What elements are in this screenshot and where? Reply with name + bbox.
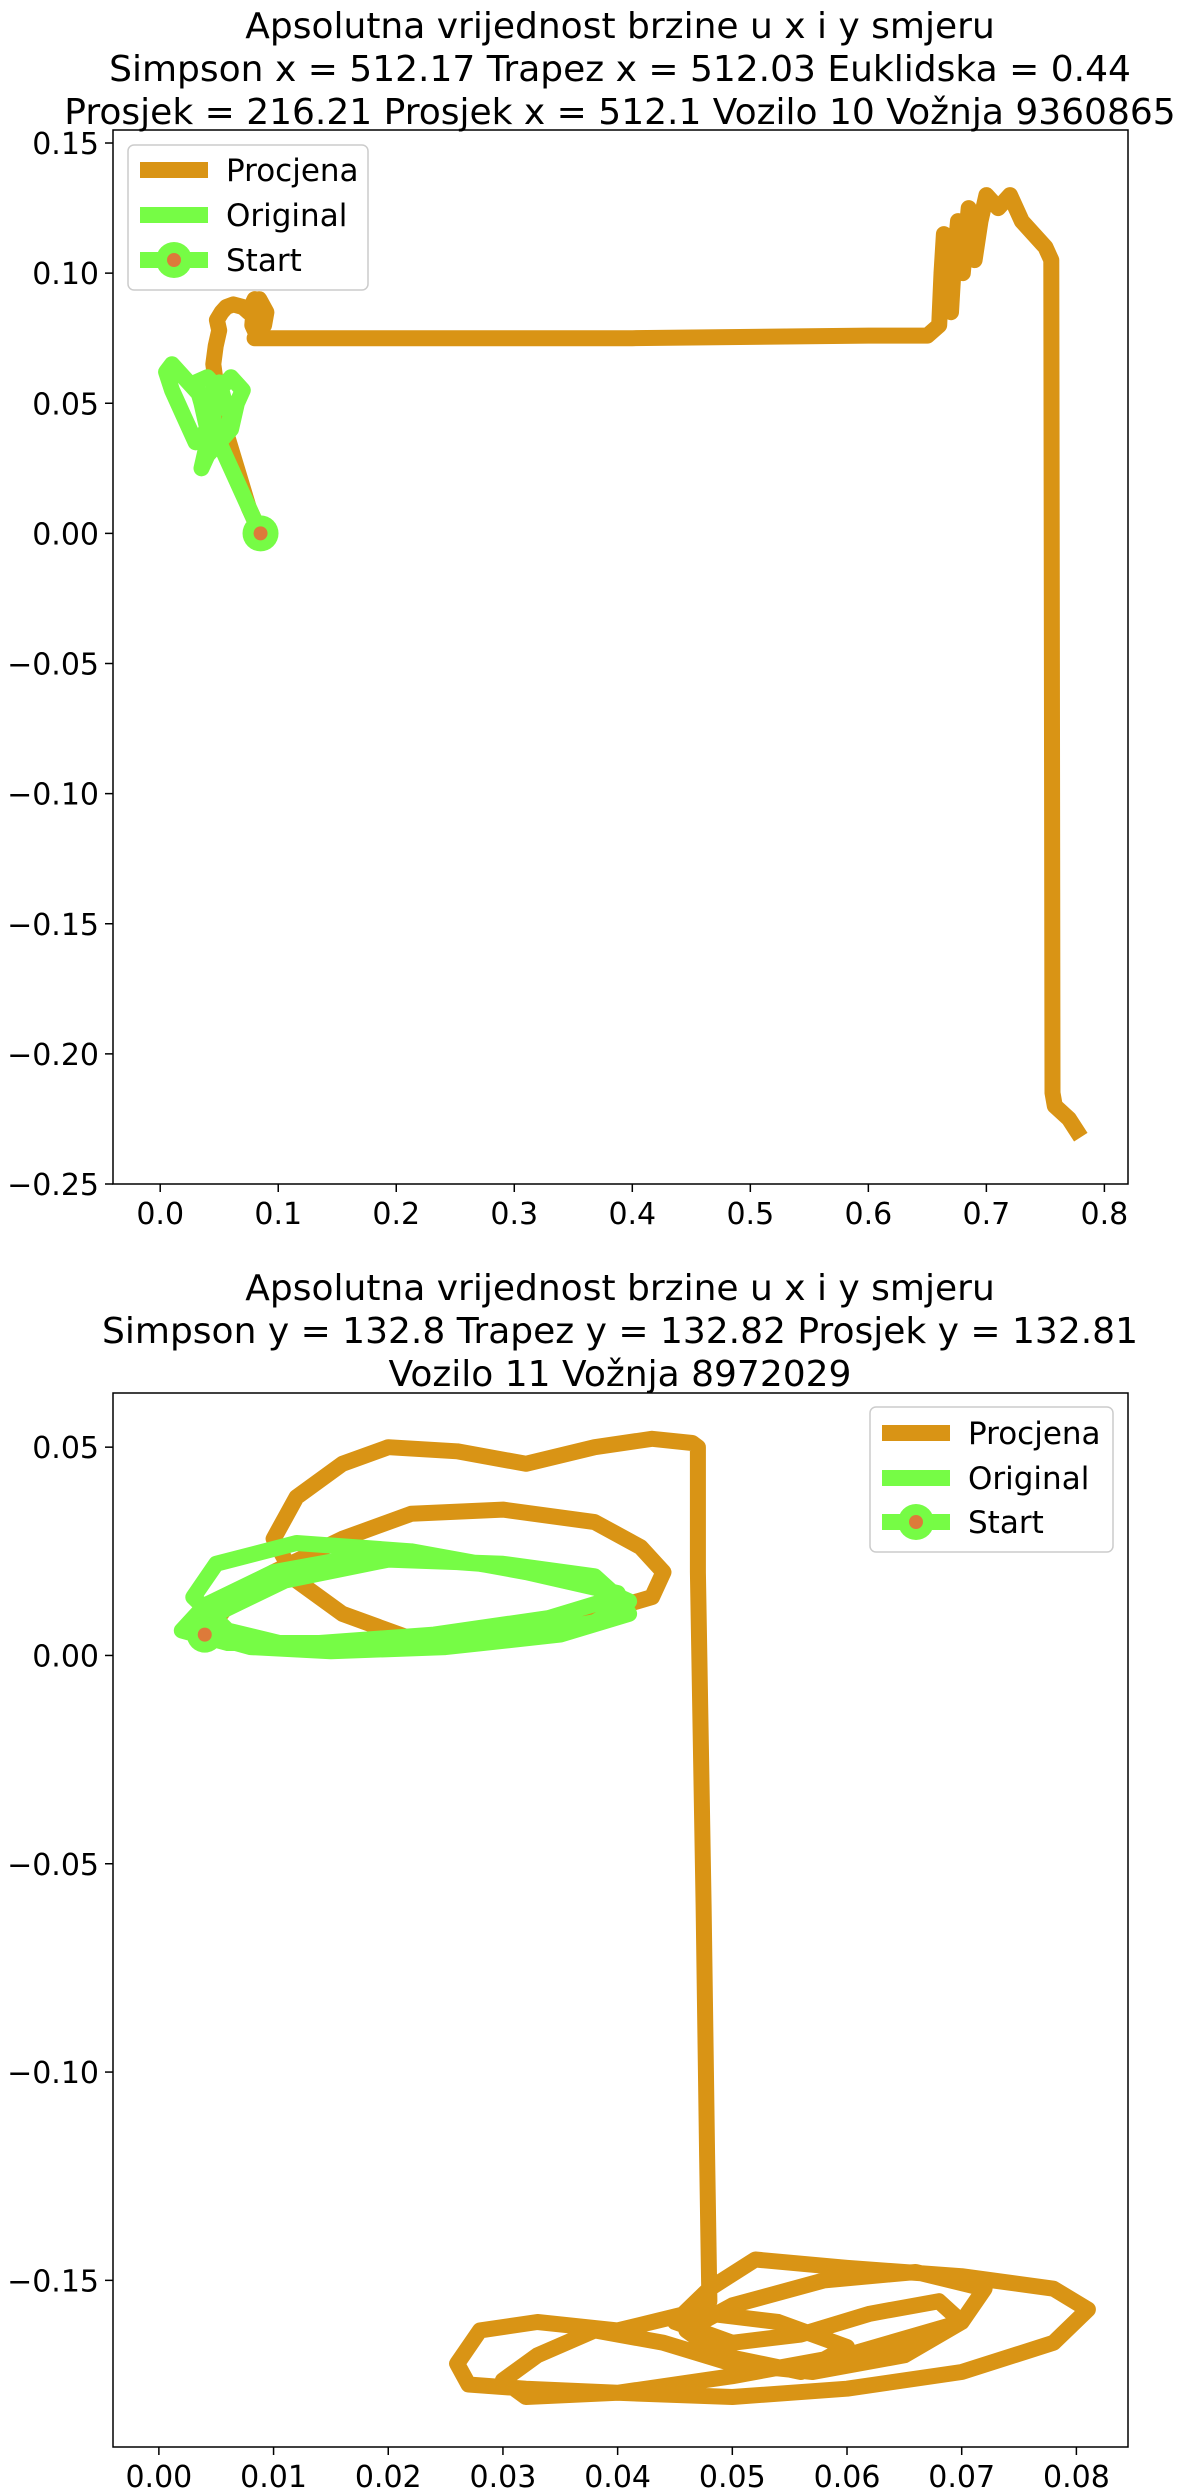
chart-1-x-tick-label-7: 0.7 (963, 1197, 1011, 1232)
chart-2-series (173, 1430, 1096, 2405)
chart-2-y-tick-label-1: 0.00 (32, 1639, 99, 1674)
chart-2-x-tick-label-5: 0.05 (699, 2460, 766, 2490)
chart-2-x-tick-label-6: 0.06 (814, 2460, 881, 2490)
chart-2-y-tick-label-4: −0.15 (7, 2264, 99, 2299)
chart-1-series-procjena (205, 187, 1088, 1142)
chart-1-y-tick-label-1: 0.10 (32, 257, 99, 292)
chart-1-y-tick-label-2: 0.05 (32, 387, 99, 422)
chart-2-x-tick-label-7: 0.07 (928, 2460, 995, 2490)
chart-1-x-tick-label-4: 0.4 (608, 1197, 656, 1232)
chart-1-legend-label-start: Start (226, 243, 302, 279)
chart-1-y-tick-label-0: 0.15 (32, 127, 99, 162)
chart-2-legend-label-procjena: Procjena (968, 1416, 1101, 1452)
chart-2-title-line-1: Apsolutna vrijednost brzine u x i y smje… (245, 1268, 995, 1309)
chart-2-y-tick-label-2: −0.05 (7, 1848, 99, 1883)
chart-2-y-tick-label-3: −0.10 (7, 2056, 99, 2091)
chart-2-series-original (173, 1535, 638, 1660)
chart-1-ticks: 0.0 0.1 0.2 0.3 0.4 0.5 0.6 0.7 0.8 0.15 0.10 0.05 0… (7, 127, 1128, 1232)
chart-1-y-tick-label-7: −0.20 (7, 1038, 99, 1073)
chart-2-x-tick-label-8: 0.08 (1043, 2460, 1110, 2490)
chart-2-legend-swatch-start-dot (909, 1515, 923, 1529)
chart-2-start-dot (197, 1627, 212, 1642)
chart-2-legend-label-start: Start (968, 1505, 1044, 1541)
chart-1-y-tick-label-3: 0.00 (32, 517, 99, 552)
chart-1-plot-frame (112, 129, 1129, 1185)
chart-1-x-tick-label-6: 0.6 (844, 1197, 892, 1232)
chart-1-x-tick-label-3: 0.3 (490, 1197, 538, 1232)
chart-1-y-tick-label-4: −0.05 (7, 648, 99, 683)
chart-2-title-line-2: Simpson y = 132.8 Trapez y = 132.82 Pros… (102, 1311, 1138, 1352)
chart-2-ticks: 0.00 0.01 0.02 0.03 0.04 0.05 0.06 0.07 0.08 0.05… (7, 1431, 1110, 2490)
chart-2-legend: Procjena Original Start (869, 1406, 1114, 1553)
chart-2-x-tick-label-3: 0.03 (470, 2460, 537, 2490)
chart-2: Apsolutna vrijednost brzine u x i y smje… (7, 1268, 1138, 2490)
chart-2-x-tick-label-2: 0.02 (355, 2460, 422, 2490)
chart-1-x-tick-label-1: 0.1 (254, 1197, 302, 1232)
chart-1-title-line-2: Simpson x = 512.17 Trapez x = 512.03 Euk… (109, 49, 1131, 90)
chart-2-legend-label-original: Original (968, 1461, 1089, 1497)
chart-1-title-line-1: Apsolutna vrijednost brzine u x i y smje… (245, 6, 995, 47)
chart-2-title-line-3: Vozilo 11 Vožnja 8972029 (389, 1354, 852, 1395)
chart-1-title-line-3: Prosjek = 216.21 Prosjek x = 512.1 Vozil… (64, 92, 1175, 133)
chart-1-legend-label-procjena: Procjena (226, 153, 359, 189)
chart-1: Apsolutna vrijednost brzine u x i y smje… (7, 6, 1176, 1232)
chart-2-y-tick-label-0: 0.05 (32, 1431, 99, 1466)
chart-2-x-tick-label-1: 0.01 (240, 2460, 307, 2490)
chart-1-x-tick-label-8: 0.8 (1081, 1197, 1129, 1232)
chart-1-x-tick-label-2: 0.2 (372, 1197, 420, 1232)
chart-2-plot-frame (112, 1392, 1129, 2448)
chart-1-y-tick-label-5: −0.10 (7, 778, 99, 813)
chart-1-x-tick-label-0: 0.0 (136, 1197, 184, 1232)
chart-1-y-tick-label-8: −0.25 (7, 1168, 99, 1203)
chart-1-series (158, 187, 1088, 1142)
chart-2-x-tick-label-4: 0.04 (584, 2460, 651, 2490)
chart-1-start-dot (253, 526, 268, 541)
chart-1-y-tick-label-6: −0.15 (7, 908, 99, 943)
chart-1-legend-swatch-start-dot (167, 253, 181, 267)
chart-1-x-tick-label-5: 0.5 (726, 1197, 774, 1232)
chart-1-legend-label-original: Original (226, 198, 347, 234)
chart-2-x-tick-label-0: 0.00 (125, 2460, 192, 2490)
chart-1-series-original (158, 356, 268, 537)
chart-1-legend: Procjena Original Start (127, 144, 369, 291)
